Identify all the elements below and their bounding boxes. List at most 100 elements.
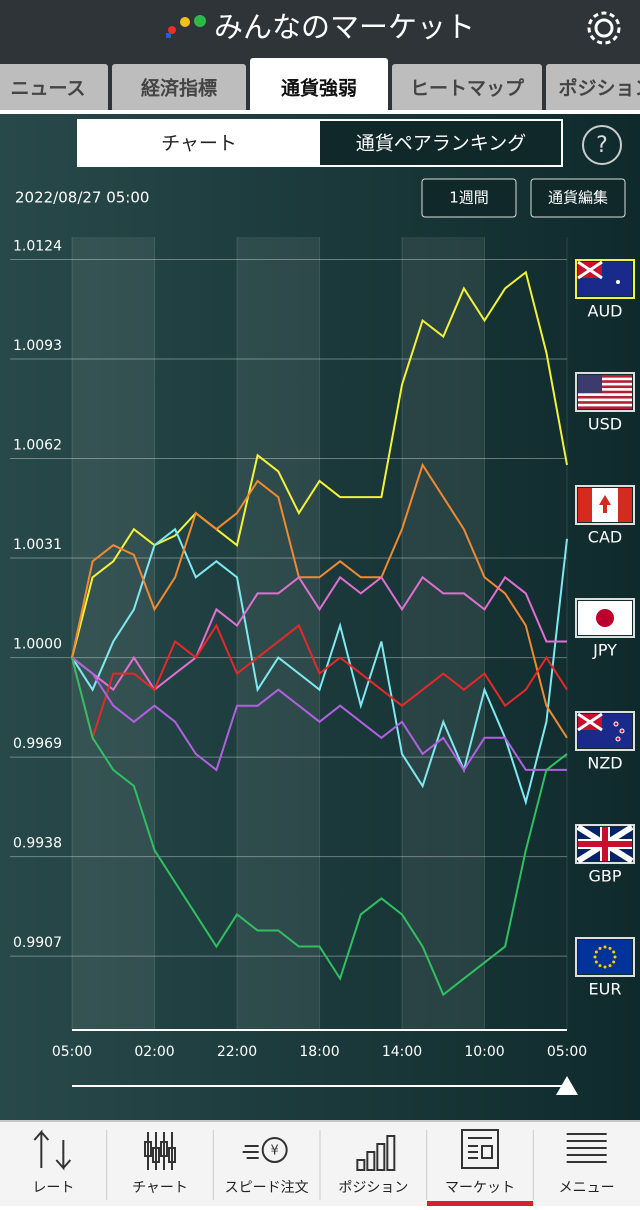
- icon-part: [356, 1159, 366, 1171]
- legend-label[interactable]: AUD: [588, 302, 623, 321]
- legend-label[interactable]: CAD: [588, 528, 622, 547]
- legend-frame[interactable]: [575, 937, 635, 977]
- icon-part: [376, 1143, 386, 1171]
- tab[interactable]: [392, 64, 542, 112]
- flag-part: [599, 495, 611, 513]
- tab-label[interactable]: ヒートマップ: [410, 77, 525, 100]
- x-tick-label: 10:00: [464, 1044, 504, 1060]
- legend-label[interactable]: EUR: [589, 980, 622, 999]
- nav-label[interactable]: スピード注文: [225, 1180, 309, 1196]
- icon-part: [242, 1145, 259, 1159]
- series-line: [71, 657, 568, 997]
- icon-part: ¥: [271, 1144, 279, 1159]
- flag-part: [578, 488, 592, 522]
- period-button[interactable]: [421, 178, 517, 218]
- icon-part: [33, 1129, 72, 1171]
- tab[interactable]: [0, 64, 108, 112]
- nav-icon[interactable]: [33, 1129, 72, 1171]
- flag-part: [613, 721, 619, 727]
- flag-part: [618, 488, 632, 522]
- flag-part: [616, 280, 620, 284]
- flag-part: [598, 946, 602, 950]
- tab-label[interactable]: 経済指標: [141, 77, 217, 100]
- logo: [194, 15, 206, 27]
- flag-part: [594, 960, 598, 964]
- icon-part: [261, 1137, 288, 1163]
- legend-label[interactable]: JPY: [592, 641, 617, 660]
- icon-part: [468, 1137, 493, 1159]
- date-label: 2022/08/27 05:00: [15, 189, 149, 207]
- legend-frame[interactable]: [575, 711, 635, 751]
- tab[interactable]: [250, 58, 388, 112]
- nav-label[interactable]: ポジション: [338, 1180, 408, 1196]
- icon-part: [168, 1147, 176, 1163]
- logo: [168, 26, 176, 34]
- tab[interactable]: [546, 64, 640, 112]
- legend-label[interactable]: USD: [588, 415, 622, 434]
- icon-part: [386, 1135, 396, 1171]
- app-title: みんなのマーケット: [214, 10, 475, 44]
- flag-part: [598, 964, 602, 968]
- help-button[interactable]: [582, 125, 622, 165]
- legend-label[interactable]: NZD: [587, 754, 622, 773]
- nav-icon[interactable]: [144, 1132, 176, 1170]
- y-tick-label: 0.9969: [13, 736, 62, 752]
- tab-underline: [0, 110, 640, 114]
- segment-label[interactable]: 通貨ペアランキング: [356, 133, 526, 155]
- nav-icon[interactable]: ¥: [242, 1137, 288, 1163]
- x-tick-label: 05:00: [52, 1044, 92, 1060]
- icon-part: [566, 1133, 607, 1163]
- nav-label[interactable]: レート: [32, 1180, 74, 1196]
- edit-button[interactable]: [530, 178, 626, 218]
- legend-frame[interactable]: [575, 824, 635, 864]
- time-band: [237, 237, 320, 1030]
- segment-active[interactable]: [78, 120, 320, 166]
- series-line: [71, 623, 568, 742]
- flag-part: [577, 260, 603, 280]
- y-tick-label: 1.0093: [13, 338, 62, 354]
- flag-part: [578, 380, 632, 383]
- nav-label[interactable]: マーケット: [445, 1180, 515, 1196]
- x-tick-label: 14:00: [382, 1044, 422, 1060]
- segment-label[interactable]: チャート: [161, 133, 237, 155]
- legend-frame[interactable]: [575, 485, 635, 525]
- logo: [166, 33, 171, 38]
- tab-label[interactable]: 通貨強弱: [281, 77, 357, 100]
- legend-frame[interactable]: [575, 598, 635, 638]
- series-line: [71, 462, 568, 739]
- tab-label[interactable]: ニュース: [10, 78, 85, 100]
- flag-part: [596, 609, 614, 627]
- button-label[interactable]: 通貨編集: [548, 189, 608, 207]
- help-label[interactable]: ?: [596, 133, 608, 158]
- nav-label[interactable]: メニュー: [559, 1180, 615, 1196]
- flag-part: [578, 406, 632, 409]
- nav-active-indicator: [427, 1201, 533, 1206]
- icon-part: [144, 1141, 152, 1157]
- series-line: [71, 656, 567, 772]
- nav-label[interactable]: チャート: [132, 1180, 188, 1196]
- flag: [578, 940, 632, 974]
- tab-label[interactable]: ポジション: [558, 77, 640, 100]
- flag-part: [594, 950, 598, 954]
- x-tick-label: 18:00: [299, 1044, 339, 1060]
- y-tick-label: 1.0000: [13, 637, 62, 653]
- flag-part: [578, 401, 632, 404]
- nav-icon[interactable]: [461, 1129, 499, 1169]
- flag-part: [593, 955, 597, 959]
- x-tick-label: 02:00: [134, 1044, 174, 1060]
- legend-frame[interactable]: [575, 259, 635, 299]
- icon-part: [160, 1141, 168, 1157]
- legend-label[interactable]: GBP: [588, 867, 621, 886]
- slider-handle[interactable]: [556, 1076, 578, 1095]
- button-label[interactable]: 1週間: [449, 189, 489, 207]
- time-band: [72, 237, 155, 1030]
- nav-icon[interactable]: [356, 1135, 396, 1171]
- settings-button[interactable]: [587, 11, 621, 45]
- legend-frame[interactable]: [575, 372, 635, 412]
- flag-part: [603, 945, 607, 949]
- flag-part: [612, 950, 616, 954]
- nav-icon[interactable]: [566, 1133, 607, 1163]
- flag-part: [578, 395, 632, 399]
- tab[interactable]: [112, 64, 246, 112]
